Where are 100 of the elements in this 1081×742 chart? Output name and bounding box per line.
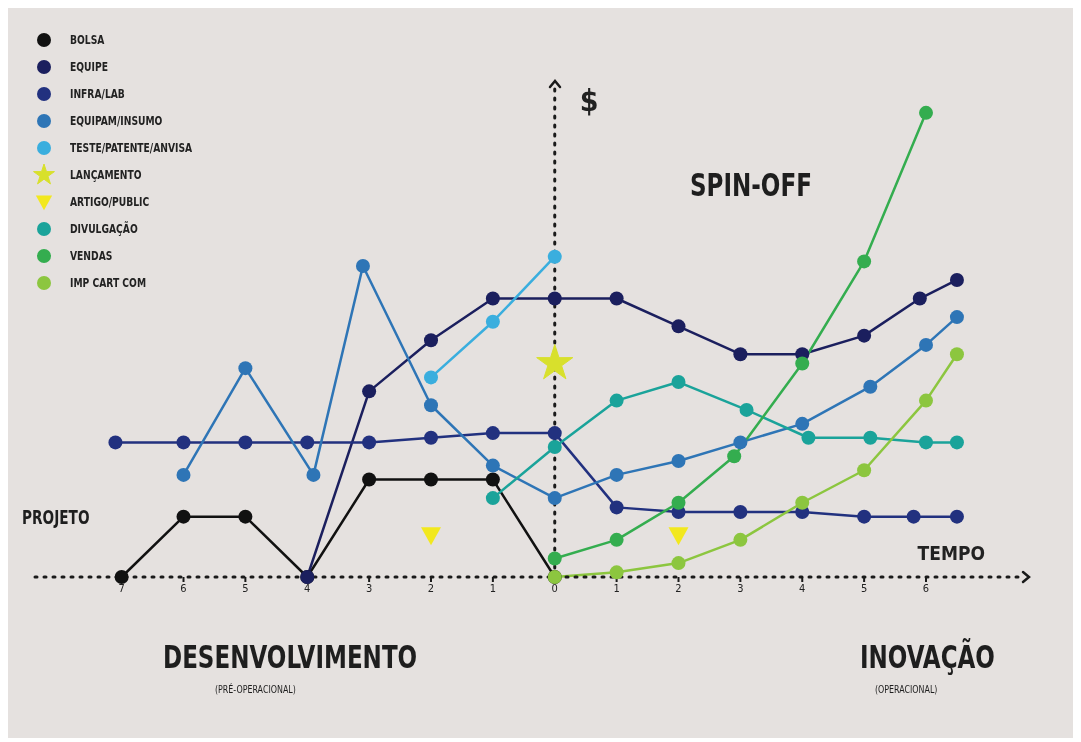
legend-label: BOLSA <box>70 32 105 47</box>
point <box>919 105 933 120</box>
point <box>355 259 370 274</box>
legend-label: LANÇAMENTO <box>70 167 142 182</box>
x-tick-label: 1 <box>613 581 620 595</box>
text: INOVAÇÃO <box>860 638 995 676</box>
x-tick-label: 1 <box>489 581 497 595</box>
x-tick-label: 2 <box>675 581 682 595</box>
x-tick-label: 6 <box>922 581 930 595</box>
x-tick-label: 4 <box>304 581 311 595</box>
x-tick-label: 5 <box>242 581 249 595</box>
point <box>547 426 562 441</box>
point <box>671 556 686 571</box>
point <box>671 375 686 390</box>
point <box>485 458 500 473</box>
point <box>949 347 964 362</box>
point <box>919 435 933 450</box>
point <box>609 291 624 306</box>
point <box>857 254 872 269</box>
point <box>609 500 624 515</box>
legend-label: IMP CART COM <box>70 275 147 290</box>
point <box>547 491 562 506</box>
y-axis-title: $ <box>579 83 599 118</box>
point <box>238 361 253 376</box>
text: DESENVOLVIMENTO <box>163 638 418 676</box>
point <box>424 472 438 487</box>
point <box>727 449 742 464</box>
point <box>609 565 624 580</box>
point <box>424 370 438 385</box>
x-tick-label: 3 <box>365 581 373 595</box>
annotation: SPIN-OFF <box>690 166 812 204</box>
x-axis-title: TEMPO <box>917 542 985 565</box>
legend-label: TESTE/PATENTE/ANVISA <box>70 140 193 155</box>
point <box>949 310 964 325</box>
x-tick-label: 2 <box>427 581 435 595</box>
x-tick-label: 4 <box>799 581 806 595</box>
x-tick-label: 5 <box>860 581 868 595</box>
point <box>108 435 123 450</box>
x-tick-label: 7 <box>118 581 125 595</box>
point <box>176 509 191 524</box>
point <box>801 430 816 445</box>
text: (OPERACIONAL) <box>875 683 938 696</box>
point <box>485 291 500 306</box>
point <box>671 319 686 334</box>
point <box>238 509 253 524</box>
point <box>424 430 438 445</box>
point <box>609 393 624 408</box>
legend-label: ARTIGO/PUBLIC <box>70 194 150 209</box>
point <box>485 426 500 441</box>
legend-label: EQUIPE <box>70 59 108 74</box>
point <box>739 402 754 417</box>
point <box>424 398 438 413</box>
point <box>671 495 686 510</box>
point <box>547 249 562 264</box>
x-tick-label: 3 <box>737 581 744 595</box>
point <box>857 328 872 343</box>
point <box>733 347 748 362</box>
point <box>547 291 562 306</box>
point <box>547 440 562 455</box>
text: (PRÉ-OPERACIONAL) <box>215 683 296 696</box>
point <box>300 435 315 450</box>
x-tick-label: 0 <box>551 581 558 595</box>
point <box>238 435 253 450</box>
point <box>547 551 562 566</box>
point <box>362 435 377 450</box>
legend-label: VENDAS <box>70 248 113 263</box>
point <box>362 472 377 487</box>
point <box>485 472 500 487</box>
point <box>306 467 321 482</box>
point <box>857 463 872 478</box>
x-tick-label: 6 <box>180 581 187 595</box>
point <box>668 527 689 546</box>
point <box>536 343 574 380</box>
point <box>733 505 748 520</box>
point <box>919 393 933 408</box>
point <box>949 272 964 287</box>
point <box>485 314 500 329</box>
legend-label: INFRA/LAB <box>70 86 125 101</box>
point <box>733 435 748 450</box>
point <box>733 532 748 547</box>
point <box>949 435 964 450</box>
point <box>795 416 810 431</box>
point <box>671 453 686 468</box>
point <box>906 509 921 524</box>
point <box>863 430 878 445</box>
point <box>919 337 933 352</box>
point <box>424 333 438 348</box>
point <box>176 435 191 450</box>
point <box>609 467 624 482</box>
point <box>949 509 964 524</box>
point <box>863 379 878 394</box>
point <box>795 495 810 510</box>
legend-label: DIVULGAÇÃO <box>70 221 138 236</box>
point <box>609 532 624 547</box>
point <box>857 509 872 524</box>
annotation: PROJETO <box>22 506 90 528</box>
point <box>176 467 191 482</box>
point <box>114 570 129 584</box>
point <box>795 356 810 371</box>
legend-label: EQUIPAM/INSUMO <box>70 113 163 128</box>
